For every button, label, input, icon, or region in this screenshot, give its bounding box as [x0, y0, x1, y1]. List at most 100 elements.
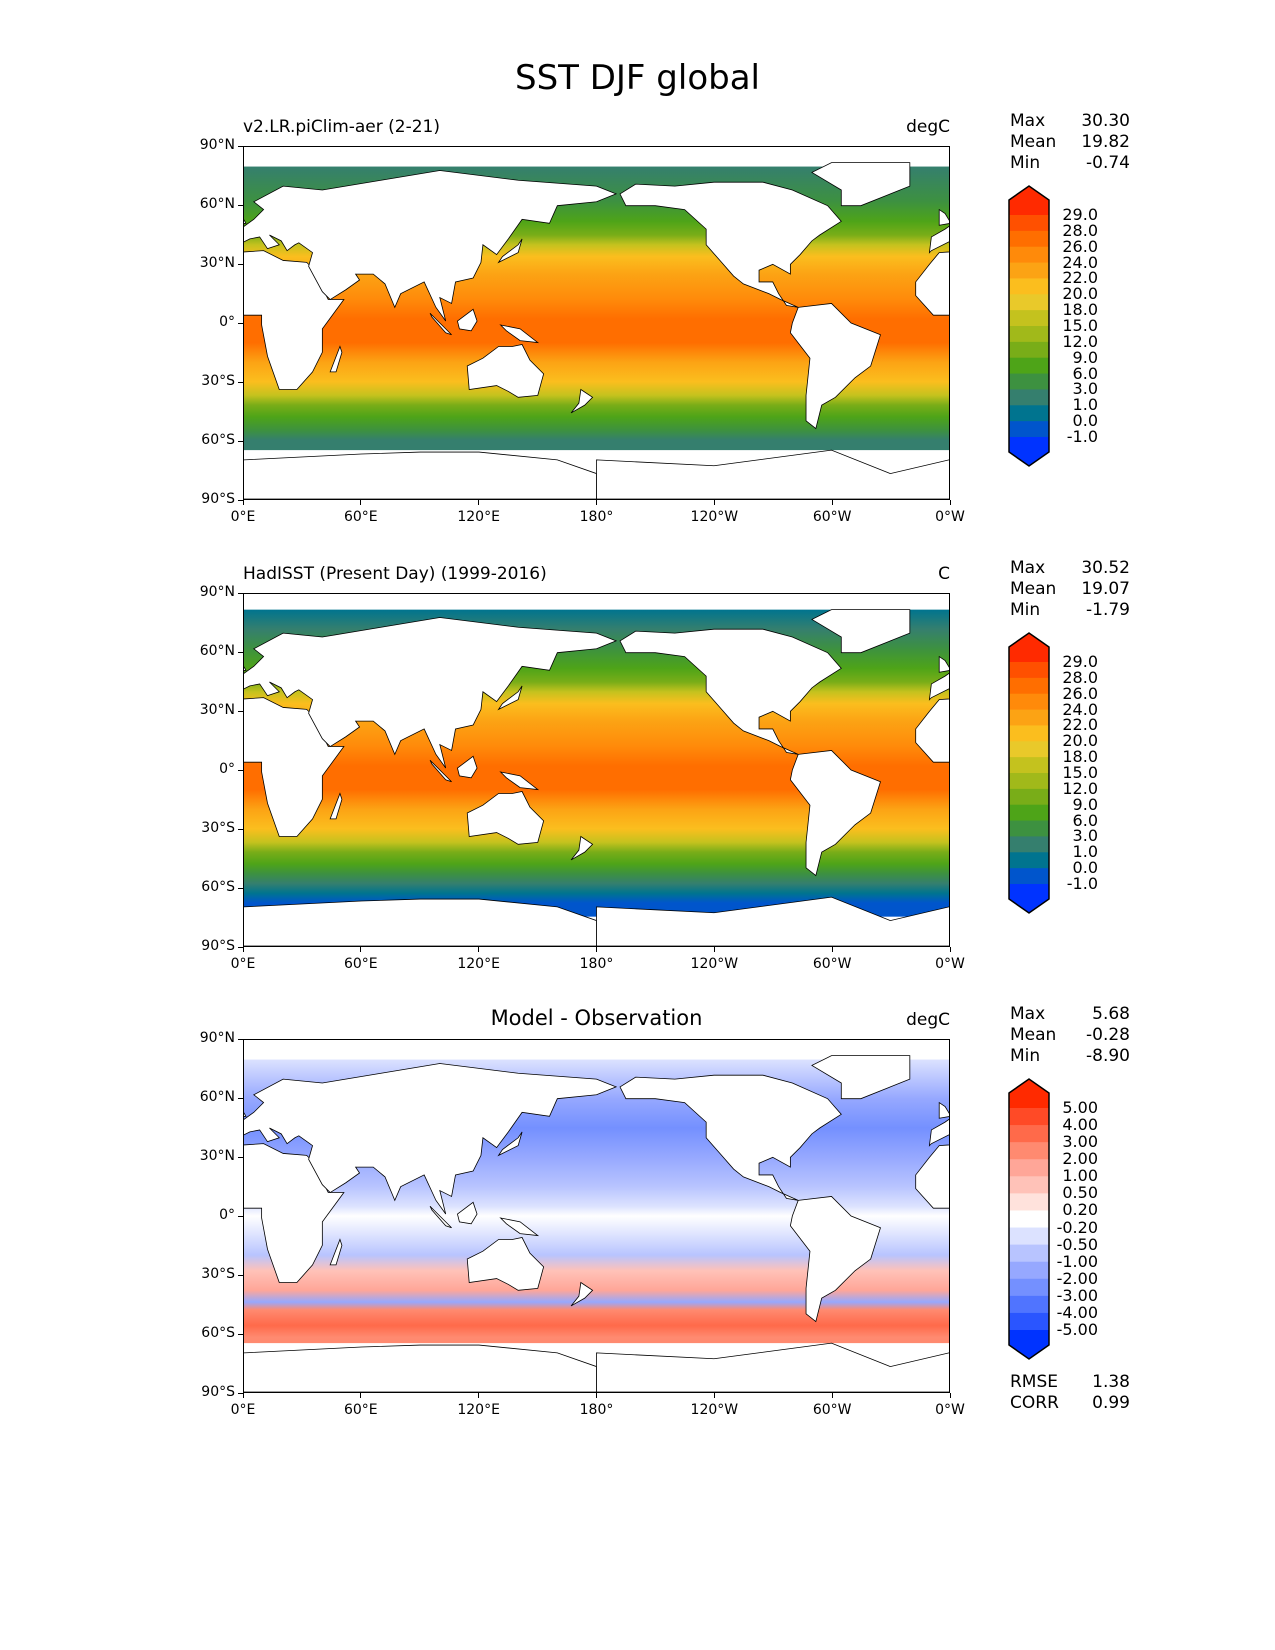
- stat-value-max: 30.30: [1081, 111, 1130, 131]
- land-nz: [571, 1282, 593, 1305]
- colorbar-tick-label: 18.0: [1062, 300, 1098, 320]
- lon-tick-label: 120°E: [457, 1402, 500, 1418]
- colorbar-tick-label: 1.0: [1072, 842, 1098, 862]
- land-madagascar: [330, 793, 342, 818]
- colorbar-outline: [1008, 632, 1050, 914]
- lat-tick-mark: [238, 1333, 243, 1335]
- lat-tick-mark: [238, 322, 243, 324]
- lat-tick-mark: [238, 381, 243, 383]
- lat-tick-mark: [238, 828, 243, 830]
- colorbar-tick-label: -5.00: [1056, 1320, 1098, 1339]
- lon-tick-mark: [478, 500, 480, 505]
- colorbar-outline: [1008, 185, 1050, 467]
- lat-tick-mark: [238, 263, 243, 265]
- stat-value-min: -1.79: [1086, 600, 1130, 620]
- colorbar-tick-label: 0.50: [1062, 1183, 1098, 1203]
- lon-tick-label: 0°E: [230, 509, 256, 525]
- colorbar-band: [1009, 230, 1049, 248]
- land-uk: [939, 657, 949, 673]
- colorbar-tick-label: -3.00: [1056, 1285, 1098, 1305]
- land-greenland: [812, 1056, 910, 1099]
- stat-label-corr: CORR: [1010, 1393, 1059, 1413]
- lon-tick-mark: [360, 947, 362, 952]
- colorbar-tick-label: 9.0: [1072, 794, 1098, 814]
- lon-tick-mark: [949, 947, 951, 952]
- land-antarctica: [597, 450, 949, 499]
- colorbar-band: [1009, 757, 1049, 774]
- lat-tick-label: 30°S: [201, 1266, 235, 1282]
- land-samerica: [790, 750, 880, 875]
- map-diff: [244, 1040, 949, 1392]
- land-greenland: [812, 610, 910, 653]
- stat-value-mean: 19.82: [1081, 132, 1130, 152]
- colorbar-band: [1009, 341, 1049, 359]
- stat-label-max: Max: [1010, 111, 1046, 131]
- land-japan: [499, 1132, 523, 1155]
- lat-tick-label: 90°N: [199, 1030, 235, 1046]
- lon-tick-label: 120°W: [690, 956, 739, 972]
- colorbar-tick-label: 9.0: [1072, 347, 1098, 367]
- lat-tick-mark: [238, 710, 243, 712]
- colorbar-tick-label: 26.0: [1062, 683, 1098, 703]
- stat-label-mean: Mean: [1010, 1025, 1057, 1045]
- panel-center-title: Model - Observation: [490, 1006, 703, 1030]
- stat-label-min: Min: [1010, 153, 1041, 173]
- colorbar-outline: [1008, 1078, 1050, 1360]
- lat-tick-label: 90°N: [199, 137, 235, 153]
- lat-tick-mark: [238, 499, 243, 501]
- colorbar-tick-label: 18.0: [1062, 747, 1098, 767]
- colorbar-band: [1009, 1227, 1049, 1246]
- colorbar-tick-label: 2.00: [1062, 1149, 1098, 1169]
- colorbar-tick-label: -1.0: [1066, 874, 1098, 893]
- lat-tick-label: 90°S: [201, 1384, 235, 1400]
- lon-tick-mark: [949, 1393, 951, 1398]
- colorbar-band: [1009, 662, 1049, 679]
- colorbar-tick-label: 29.0: [1062, 205, 1098, 224]
- colorbar-band: [1009, 405, 1049, 422]
- land-greenland: [812, 163, 910, 206]
- colorbar-tick-label: 6.0: [1072, 363, 1098, 383]
- land-eurasia: [244, 170, 616, 321]
- lon-tick-label: 60°E: [343, 1402, 378, 1418]
- map-sst_obs: [244, 594, 949, 946]
- lat-tick-mark: [238, 1392, 243, 1394]
- colorbar-band: [1009, 741, 1049, 758]
- land-eurasia: [929, 1063, 949, 1214]
- lat-tick-mark: [238, 1274, 243, 1276]
- land-antarctica: [244, 1343, 597, 1392]
- lat-tick-label: 0°: [219, 1207, 235, 1223]
- panel-units: C: [938, 564, 950, 584]
- land-eurasia: [929, 617, 949, 768]
- colorbar-band: [1009, 820, 1049, 837]
- colorbar-tick-label: 20.0: [1062, 284, 1098, 304]
- colorbar-band: [1009, 278, 1049, 295]
- stat-value-mean: -0.28: [1086, 1025, 1130, 1045]
- colorbar-band: [1009, 725, 1049, 742]
- colorbar-band: [1009, 852, 1049, 869]
- lon-tick-mark: [596, 947, 597, 952]
- colorbar-tick-label: 28.0: [1062, 220, 1098, 240]
- lat-tick-mark: [238, 946, 243, 948]
- lat-tick-mark: [238, 204, 243, 206]
- land-uk: [939, 210, 949, 226]
- stat-label-max: Max: [1010, 558, 1046, 578]
- panel-left-title: v2.LR.piClim-aer (2-21): [243, 117, 441, 137]
- lat-tick-mark: [238, 440, 243, 442]
- lon-tick-label: 0°W: [935, 956, 965, 972]
- colorbar-band: [1009, 373, 1049, 390]
- land-africa: [916, 1144, 949, 1283]
- lat-tick-label: 30°S: [201, 820, 235, 836]
- colorbar-tick-label: 0.20: [1062, 1200, 1098, 1220]
- lon-tick-mark: [949, 500, 951, 505]
- colorbar-tick-label: -2.00: [1056, 1268, 1098, 1288]
- lon-tick-label: 120°W: [690, 1402, 739, 1418]
- colorbar-tick-label: 24.0: [1062, 252, 1098, 272]
- lat-tick-label: 0°: [219, 761, 235, 777]
- colorbar-tick-label: -1.0: [1066, 427, 1098, 446]
- lat-tick-label: 60°N: [199, 1089, 235, 1105]
- lat-tick-label: 30°N: [199, 702, 235, 718]
- colorbar-band: [1009, 1108, 1049, 1126]
- land-antarctica: [597, 897, 949, 946]
- lon-tick-mark: [713, 947, 715, 952]
